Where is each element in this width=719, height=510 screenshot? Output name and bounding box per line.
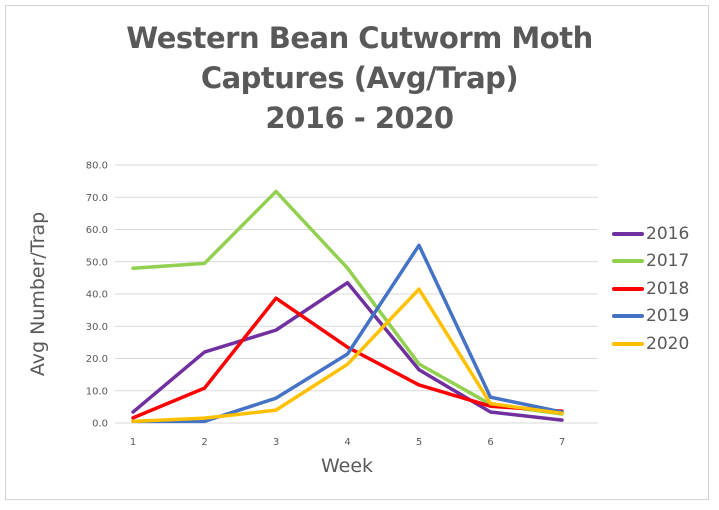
y-axis-label: Avg Number/Trap: [27, 212, 49, 376]
x-tick-label: 7: [559, 437, 565, 448]
legend-swatch: [612, 259, 644, 264]
series-line-2018: [131, 296, 564, 420]
y-tick-label: 60.0: [86, 225, 108, 236]
x-axis-label: Week: [321, 455, 373, 477]
legend-label: 2016: [646, 223, 690, 244]
legend-item-2018: 2018: [612, 275, 689, 303]
y-tick-label: 30.0: [86, 322, 108, 333]
y-tick-label: 10.0: [86, 386, 108, 397]
chart-title-line-3: 2016 - 2020: [265, 101, 454, 135]
chart-title: Western Bean Cutworm Moth Captures (Avg/…: [0, 18, 719, 138]
legend-item-2020: 2020: [612, 330, 689, 358]
series-line-2017: [131, 189, 564, 416]
x-tick-label: 3: [273, 437, 279, 448]
legend-label: 2017: [646, 251, 690, 272]
series-line-2019: [131, 243, 564, 424]
y-tick-label: 40.0: [86, 290, 108, 301]
y-tick-label: 70.0: [86, 193, 108, 204]
legend-swatch: [612, 231, 644, 236]
legend-swatch: [612, 314, 644, 319]
series-line-2020: [131, 287, 564, 424]
y-tick-label: 0.0: [92, 419, 108, 430]
legend-label: 2020: [646, 333, 690, 354]
data-series-lines: [131, 189, 564, 424]
x-tick-label: 2: [201, 437, 207, 448]
x-tick-label: 5: [416, 437, 422, 448]
legend-label: 2019: [646, 306, 690, 327]
x-tick-label: 1: [130, 437, 136, 448]
y-tick-label: 50.0: [86, 257, 108, 268]
y-tick-label: 80.0: [86, 161, 108, 172]
legend-item-2016: 2016: [612, 220, 689, 248]
chart-title-line-2: Captures (Avg/Trap): [200, 61, 519, 95]
legend-item-2017: 2017: [612, 248, 689, 276]
series-line-2016: [131, 280, 564, 422]
chart-frame: [5, 5, 709, 500]
y-tick-label: 20.0: [86, 354, 108, 365]
chart-title-line-1: Western Bean Cutworm Moth: [126, 21, 593, 55]
legend-swatch: [612, 286, 644, 291]
y-axis-ticks: 0.0 10.0 20.0 30.0 40.0 50.0 60.0 70.0 80.0: [86, 161, 108, 430]
x-axis-ticks: 1 2 3 4 5 6 7: [130, 437, 565, 448]
legend-swatch: [612, 341, 644, 346]
legend-item-2019: 2019: [612, 303, 689, 331]
chart-legend: 2016 2017 2018 2019 2020: [612, 220, 689, 358]
x-tick-label: 6: [487, 437, 493, 448]
x-tick-label: 4: [344, 437, 350, 448]
legend-label: 2018: [646, 278, 690, 299]
